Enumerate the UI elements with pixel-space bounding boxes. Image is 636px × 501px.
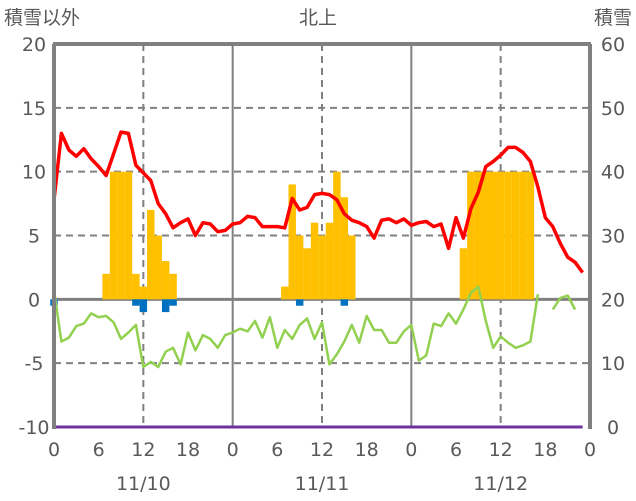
y-tick-right: 20: [601, 289, 625, 311]
lines: [52, 130, 585, 429]
red_line-series: [52, 130, 585, 274]
orange-bar: [467, 171, 475, 300]
plot-frame: [52, 42, 592, 429]
blue-bar: [340, 299, 349, 306]
orange-bar: [482, 171, 490, 300]
blue-bar: [295, 299, 304, 306]
y-tick-right: 60: [601, 34, 625, 56]
orange-bar: [281, 286, 289, 300]
right-axis-title: 積雪: [594, 7, 632, 29]
orange-bar: [102, 273, 110, 300]
date-label: 11/12: [473, 473, 528, 495]
orange-bar: [489, 171, 497, 300]
date-label: 11/11: [295, 473, 350, 495]
x-tick: 18: [533, 439, 557, 461]
orange-bar: [303, 248, 311, 300]
orange-bar: [504, 171, 512, 300]
x-tick: 12: [131, 439, 155, 461]
orange-bar: [169, 273, 177, 300]
orange-bar: [318, 235, 326, 300]
x-tick: 0: [405, 439, 417, 461]
y-tick-right: 0: [607, 417, 619, 439]
y-tick-left: 5: [28, 226, 40, 248]
y-tick-right: 50: [601, 98, 625, 120]
y-tick-left: -5: [25, 353, 44, 375]
x-tick: 0: [584, 439, 596, 461]
x-tick: 0: [48, 439, 60, 461]
x-tick: 6: [93, 439, 105, 461]
orange-bar: [161, 261, 170, 300]
blue-bar: [161, 299, 170, 313]
orange-bar: [496, 171, 505, 300]
y-tick-left: 15: [22, 98, 46, 120]
y-tick-left: -10: [18, 417, 49, 439]
orange-bar: [109, 171, 118, 300]
orange-bar: [348, 235, 356, 300]
x-tick: 6: [271, 439, 283, 461]
orange-bar: [132, 273, 140, 300]
orange-bar: [333, 171, 341, 300]
orange-bar: [519, 171, 527, 300]
x-tick: 12: [310, 439, 334, 461]
green_line-series: [52, 285, 540, 369]
x-tick: 18: [355, 439, 379, 461]
x-tick: 0: [227, 439, 239, 461]
x-tick: 18: [176, 439, 200, 461]
y-tick-left: 10: [22, 162, 46, 184]
orange-bar: [147, 209, 155, 300]
orange-bar: [526, 171, 535, 300]
blue-bar: [139, 299, 148, 313]
orange-bar: [310, 222, 319, 300]
orange-bar: [117, 171, 125, 300]
blue-bar: [169, 299, 177, 306]
orange-bar: [124, 171, 133, 300]
y-tick-right: 30: [601, 226, 625, 248]
orange-bar: [288, 184, 296, 300]
orange-bar: [139, 286, 148, 300]
bars: [50, 171, 535, 313]
green_line-series: [551, 294, 577, 311]
left-axis-title: 積雪以外: [4, 7, 80, 29]
y-tick-right: 10: [601, 353, 625, 375]
chart-title: 北上: [299, 7, 337, 29]
y-tick-left: 20: [22, 34, 46, 56]
blue-bar: [132, 299, 140, 306]
orange-bar: [511, 171, 520, 300]
x-tick: 12: [489, 439, 513, 461]
orange-bar: [459, 248, 468, 300]
y-tick-right: 40: [601, 162, 625, 184]
orange-bar: [340, 197, 349, 300]
y-tick-left: 0: [28, 289, 40, 311]
orange-bar: [154, 235, 162, 300]
orange-bar: [295, 235, 304, 300]
x-tick: 6: [450, 439, 462, 461]
orange-bar: [474, 171, 483, 300]
orange-bar: [325, 222, 334, 300]
date-label: 11/10: [116, 473, 171, 495]
